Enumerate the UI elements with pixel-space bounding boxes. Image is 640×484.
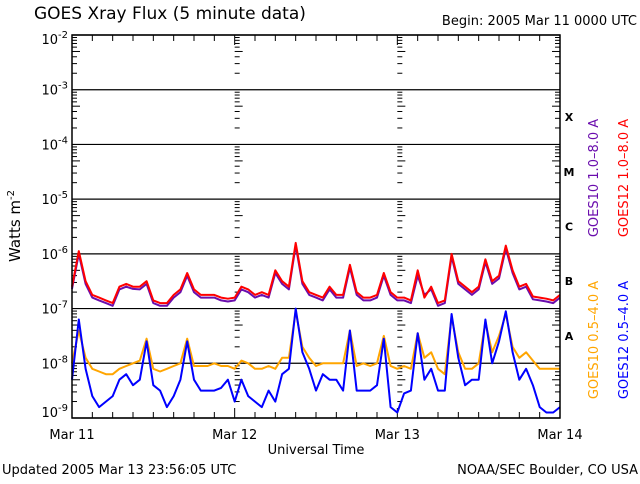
- y-tick-label: 10-7: [41, 300, 68, 318]
- series-line: [71, 307, 561, 414]
- legend-item: GOES12 0.5–4.0 A: [617, 281, 632, 399]
- y-tick-labels: 10-210-310-410-510-610-710-810-9: [41, 30, 68, 421]
- y-tick-exponent: -6: [58, 245, 68, 256]
- decade-grid: [72, 34, 560, 419]
- x-tick-label: Mar 13: [375, 428, 420, 443]
- y-tick-base: 10: [41, 406, 58, 421]
- y-tick-exponent: -5: [58, 190, 68, 201]
- y-tick-base: 10: [41, 138, 58, 153]
- legend-label: GOES10 0.5–4.0 A: [587, 281, 602, 399]
- flare-class-label: C: [565, 221, 573, 234]
- flare-class-labels: X M C B A: [564, 111, 575, 343]
- x-axis-label: Universal Time: [268, 443, 365, 458]
- y-axis-label-exponent: -2: [6, 190, 17, 200]
- legend-item: GOES10 0.5–4.0 A: [587, 281, 602, 399]
- y-tick-base: 10: [41, 357, 58, 372]
- legend-label: GOES12 0.5–4.0 A: [617, 281, 632, 399]
- series-line: [71, 244, 561, 307]
- y-tick-exponent: -3: [58, 81, 68, 92]
- y-tick-label: 10-3: [41, 81, 68, 99]
- y-tick-exponent: -9: [58, 403, 68, 414]
- flare-class-label: B: [565, 275, 573, 288]
- y-axis-label: Watts m-2: [6, 190, 24, 262]
- x-tick-labels: Mar 11 Mar 12 Mar 13 Mar 14: [49, 428, 582, 443]
- y-tick-label: 10-9: [41, 403, 68, 421]
- y-tick-base: 10: [41, 193, 58, 208]
- y-tick-label: 10-2: [41, 30, 68, 48]
- y-tick-exponent: -8: [58, 354, 68, 365]
- updated-timestamp: Updated 2005 Mar 13 23:56:05 UTC: [2, 463, 236, 478]
- y-tick-label: 10-5: [41, 190, 68, 208]
- y-axis-label-group: Watts m-2: [6, 190, 24, 262]
- y-tick-exponent: -7: [58, 300, 68, 311]
- series-lines: [71, 241, 561, 414]
- series-line: [71, 310, 560, 376]
- x-tick-label: Mar 14: [537, 428, 582, 443]
- legend-item: GOES12 1.0–8.0 A: [617, 119, 632, 237]
- plot-frame: [71, 34, 561, 419]
- y-tick-base: 10: [41, 303, 58, 318]
- series-line: [71, 241, 561, 305]
- y-tick-base: 10: [41, 84, 58, 99]
- axis-ticks: [71, 35, 561, 418]
- chart-title: GOES Xray Flux (5 minute data): [34, 4, 306, 24]
- y-tick-label: 10-8: [41, 354, 68, 372]
- y-axis-label-text: Watts m: [6, 200, 24, 262]
- x-tick-label: Mar 11: [49, 428, 94, 443]
- y-tick-exponent: -4: [58, 135, 68, 146]
- legend: GOES10 1.0–8.0 A GOES12 1.0–8.0 A GOES10 0…: [587, 119, 632, 399]
- y-tick-base: 10: [41, 33, 58, 48]
- begin-label: Begin: 2005 Mar 11 0000 UTC: [442, 14, 637, 29]
- y-tick-label: 10-4: [41, 135, 68, 153]
- x-tick-label: Mar 12: [212, 428, 257, 443]
- flare-class-label: A: [565, 330, 574, 343]
- credit-text: NOAA/SEC Boulder, CO USA: [457, 463, 638, 478]
- y-tick-label: 10-6: [41, 245, 68, 263]
- legend-item: GOES10 1.0–8.0 A: [587, 119, 602, 237]
- y-tick-exponent: -2: [58, 30, 68, 41]
- y-tick-base: 10: [41, 248, 58, 263]
- flare-class-label: M: [564, 166, 575, 179]
- flare-class-label: X: [565, 111, 574, 124]
- legend-label: GOES10 1.0–8.0 A: [587, 119, 602, 237]
- legend-label: GOES12 1.0–8.0 A: [617, 119, 632, 237]
